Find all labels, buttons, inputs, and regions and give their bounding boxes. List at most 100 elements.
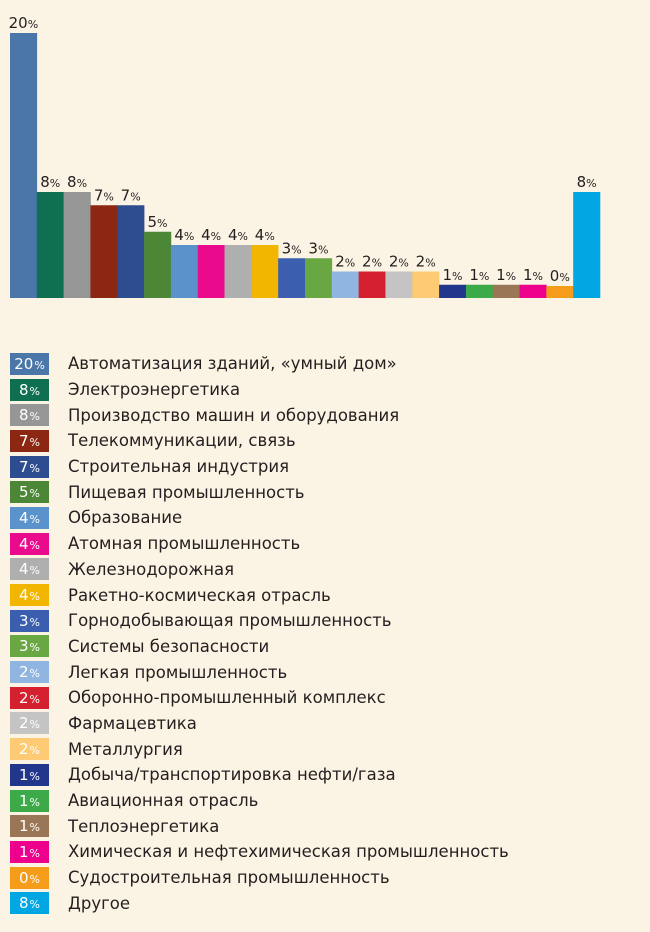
bar-14 — [358, 271, 386, 298]
legend-label: Химическая и нефтехимическая промышленно… — [68, 842, 509, 862]
legend-item: 2% Фармацевтика — [10, 711, 509, 737]
bar-value-label: 7% — [121, 186, 141, 204]
bar-value-label: 4% — [228, 226, 248, 244]
legend-swatch: 5% — [10, 481, 49, 504]
legend-value: 3% — [19, 637, 40, 656]
bar-18 — [465, 284, 494, 298]
bar-value-label: 4% — [255, 226, 275, 244]
legend-item: 8% Производство машин и оборудования — [10, 402, 509, 428]
bar-16 — [412, 271, 440, 298]
bar-value-label: 1% — [523, 266, 543, 284]
legend-swatch: 7% — [10, 429, 49, 452]
bar-chart: 20% 8% 8% 7% 7% 5% 4% 4% 4% 4% 3% 3% 2% 2% 2% 2% 1% 1% 1% 1… — [9, 14, 601, 298]
legend-swatch: 20% — [10, 352, 49, 375]
legend-item: 0% Судостроительная промышленность — [10, 865, 509, 891]
legend-label: Пищевая промышленность — [68, 482, 305, 502]
bar-value-label: 5% — [148, 213, 168, 231]
bar-value-label: 3% — [282, 239, 302, 257]
legend-label: Горнодобывающая промышленность — [68, 611, 392, 631]
bar-17 — [439, 284, 467, 298]
bar-value-label: 1% — [443, 266, 463, 284]
legend-value: 1% — [19, 817, 40, 836]
bar-21 — [546, 286, 574, 298]
legend-item: 3% Горнодобывающая промышленность — [10, 608, 509, 634]
bar-20 — [519, 284, 547, 298]
legend-value: 20% — [14, 354, 45, 373]
bar-19 — [492, 284, 520, 298]
legend-swatch: 1% — [10, 763, 49, 786]
legend-swatch: 1% — [10, 840, 49, 863]
legend-value: 1% — [19, 842, 40, 861]
legend-label: Фармацевтика — [68, 713, 197, 733]
legend-label: Авиационная отрасль — [68, 791, 259, 811]
bar-value-label: 0% — [550, 267, 570, 285]
bar-value-label: 4% — [201, 226, 221, 244]
bar-15 — [385, 271, 413, 298]
legend-item: 1% Добыча/транспортировка нефти/газа — [10, 762, 509, 788]
legend-value: 4% — [19, 508, 40, 527]
legend-item: 4% Атомная промышленность — [10, 531, 509, 557]
legend-label: Атомная промышленность — [68, 534, 301, 554]
bar-value-label: 7% — [94, 186, 114, 204]
legend-item: 7% Телекоммуникации, связь — [10, 428, 509, 454]
bar-value-label: 1% — [469, 266, 489, 284]
legend-swatch: 8% — [10, 378, 49, 401]
chart-legend: 20% Автоматизация зданий, «умный дом» 8% Эл… — [10, 351, 509, 916]
legend-item: 3% Системы безопасности — [10, 634, 509, 660]
legend-value: 8% — [19, 894, 40, 913]
legend-value: 2% — [19, 663, 40, 682]
bar-value-label: 8% — [577, 173, 597, 191]
legend-item: 2% Оборонно-промышленный комплекс — [10, 685, 509, 711]
bar-value-label: 8% — [67, 173, 87, 191]
legend-label: Легкая промышленность — [68, 662, 288, 682]
legend-item: 1% Авиационная отрасль — [10, 788, 509, 814]
legend-item: 4% Железнодорожная — [10, 557, 509, 583]
legend-swatch: 2% — [10, 661, 49, 684]
legend-label: Образование — [68, 508, 183, 528]
legend-value: 7% — [19, 457, 40, 476]
legend-label: Железнодорожная — [68, 559, 235, 579]
bar-3 — [63, 192, 91, 298]
legend-value: 2% — [19, 714, 40, 733]
legend-value: 1% — [19, 765, 40, 784]
bar-11 — [278, 258, 306, 298]
legend-value: 7% — [19, 431, 40, 450]
legend-label: Судостроительная промышленность — [68, 868, 390, 888]
legend-label: Электроэнергетика — [68, 380, 241, 400]
legend-swatch: 4% — [10, 532, 49, 555]
legend-swatch: 2% — [10, 712, 49, 735]
bar-value-label: 1% — [496, 266, 516, 284]
bar-12 — [305, 258, 333, 298]
legend-swatch: 8% — [10, 892, 49, 915]
legend-label: Добыча/транспортировка нефти/газа — [68, 765, 396, 785]
legend-value: 4% — [19, 560, 40, 579]
legend-swatch: 3% — [10, 609, 49, 632]
legend-value: 2% — [19, 688, 40, 707]
legend-swatch: 7% — [10, 455, 49, 478]
legend-item: 8% Другое — [10, 890, 509, 916]
bar-value-label: 2% — [416, 253, 436, 271]
legend-value: 2% — [19, 740, 40, 759]
legend-item: 1% Химическая и нефтехимическая промышлен… — [10, 839, 509, 865]
legend-value: 8% — [19, 406, 40, 425]
legend-item: 7% Строительная индустрия — [10, 454, 509, 480]
legend-value: 8% — [19, 380, 40, 399]
legend-item: 4% Образование — [10, 505, 509, 531]
legend-label: Другое — [68, 893, 131, 913]
legend-label: Ракетно-космическая отрасль — [68, 585, 331, 605]
legend-item: 5% Пищевая промышленность — [10, 479, 509, 505]
bar-value-label: 3% — [308, 239, 328, 257]
legend-item: 8% Электроэнергетика — [10, 377, 509, 403]
legend-swatch: 2% — [10, 686, 49, 709]
bar-value-label: 2% — [362, 253, 382, 271]
bar-4 — [90, 205, 118, 298]
legend-value: 1% — [19, 791, 40, 810]
legend-swatch: 8% — [10, 404, 49, 427]
bar-9 — [224, 245, 252, 298]
legend-value: 4% — [19, 534, 40, 553]
bar-13 — [331, 271, 359, 298]
bar-value-label: 20% — [9, 14, 39, 32]
legend-label: Системы безопасности — [68, 636, 270, 656]
legend-label: Телекоммуникации, связь — [68, 431, 296, 451]
legend-item: 20% Автоматизация зданий, «умный дом» — [10, 351, 509, 377]
